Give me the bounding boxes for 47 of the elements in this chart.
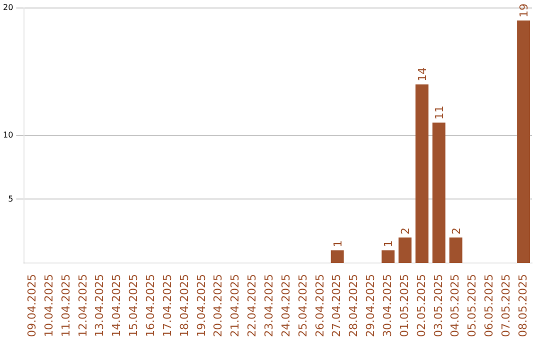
- x-tick-label: 24.04.2025: [279, 274, 292, 338]
- x-tick-label: 20.04.2025: [212, 274, 225, 338]
- x-tick-label: 10.04.2025: [42, 274, 56, 338]
- x-tick-label: 01.05.2025: [398, 274, 411, 338]
- x-tick-label: 14.04.2025: [110, 274, 124, 338]
- x-tick-label: 23.04.2025: [262, 274, 276, 338]
- x-tick-label: 15.04.2025: [127, 274, 140, 338]
- data-label: 2: [399, 227, 412, 234]
- x-tick-label: 28.04.2025: [347, 274, 360, 338]
- x-tick-label: 25.04.2025: [296, 274, 310, 338]
- x-tick-label: 27.04.2025: [330, 274, 344, 338]
- data-label: 1: [331, 240, 344, 248]
- bar: [382, 250, 395, 264]
- x-tick-label: 13.04.2025: [93, 274, 106, 338]
- x-tick-label: 11.04.2025: [59, 274, 72, 338]
- x-tick-label: 03.05.2025: [432, 274, 445, 338]
- x-tick-label: 06.05.2025: [482, 274, 496, 338]
- x-tick-label: 18.04.2025: [178, 274, 191, 338]
- x-tick-label: 30.04.2025: [380, 274, 394, 338]
- x-tick-label: 16.04.2025: [144, 274, 157, 338]
- x-tick-label: 09.04.2025: [26, 274, 39, 338]
- bar: [517, 20, 530, 264]
- x-tick-label: 21.04.2025: [228, 274, 242, 338]
- x-tick-label: 26.04.2025: [313, 274, 326, 338]
- bar: [398, 237, 412, 264]
- x-tick-label: 04.05.2025: [448, 274, 462, 338]
- x-tick-label: 17.04.2025: [160, 274, 174, 338]
- x-tick-label: 19.04.2025: [194, 274, 208, 338]
- data-label: 2: [450, 227, 463, 234]
- bar: [432, 122, 446, 264]
- bar: [416, 84, 428, 264]
- x-tick-label: 29.04.2025: [364, 274, 378, 338]
- y-tick-label: 5: [8, 194, 14, 204]
- x-tick-label: 07.05.2025: [499, 274, 512, 338]
- data-label: 1: [382, 240, 396, 248]
- y-tick-label: 10: [2, 130, 14, 140]
- bar: [330, 250, 344, 264]
- x-tick-label: 02.05.2025: [414, 274, 428, 338]
- data-label: 19: [518, 4, 531, 18]
- x-tick-label: 22.04.2025: [246, 274, 259, 338]
- bar: [449, 237, 462, 264]
- y-tick-label: 20: [2, 2, 14, 12]
- x-tick-label: 05.05.2025: [466, 274, 479, 338]
- x-tick-label: 12.04.2025: [76, 274, 90, 338]
- data-label: 14: [416, 67, 429, 82]
- x-tick-label: 08.05.2025: [516, 274, 530, 338]
- data-label: 11: [432, 106, 446, 120]
